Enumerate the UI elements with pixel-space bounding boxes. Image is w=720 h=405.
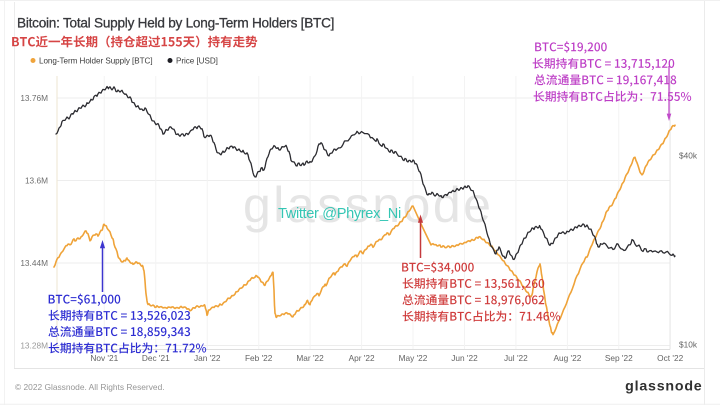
svg-text:Price [USD]: Price [USD] (176, 57, 218, 66)
svg-text:13.28M: 13.28M (20, 341, 48, 351)
svg-text:Aug '22: Aug '22 (553, 353, 581, 363)
svg-text:Oct '22: Oct '22 (657, 353, 683, 363)
svg-text:Jul '22: Jul '22 (504, 353, 528, 363)
svg-text:glassnode: glassnode (243, 177, 493, 233)
svg-text:Jun '22: Jun '22 (451, 353, 478, 363)
svg-text:May '22: May '22 (399, 353, 428, 363)
svg-text:Feb '22: Feb '22 (245, 353, 273, 363)
svg-text:13.44M: 13.44M (20, 258, 48, 268)
svg-text:Apr '22: Apr '22 (349, 353, 375, 363)
svg-text:glassnode: glassnode (625, 379, 702, 395)
svg-text:Dec '21: Dec '21 (142, 353, 170, 363)
svg-text:Sep '22: Sep '22 (605, 353, 633, 363)
svg-text:Long-Term Holder Supply [BTC]: Long-Term Holder Supply [BTC] (39, 57, 153, 66)
svg-text:© 2022 Glassnode. All Rights R: © 2022 Glassnode. All Rights Reserved. (15, 382, 165, 392)
svg-text:$40k: $40k (679, 151, 698, 161)
svg-text:Nov '21: Nov '21 (90, 353, 118, 363)
svg-text:13.76M: 13.76M (20, 93, 48, 103)
svg-text:$10k: $10k (679, 340, 698, 350)
svg-text:Jan '22: Jan '22 (194, 353, 221, 363)
svg-text:Bitcoin: Total Supply Held by: Bitcoin: Total Supply Held by Long-Term … (17, 15, 334, 30)
svg-text:13.6M: 13.6M (25, 176, 48, 186)
svg-text:Mar '22: Mar '22 (296, 353, 324, 363)
svg-text:Twitter @Phyrex_Ni: Twitter @Phyrex_Ni (278, 206, 401, 222)
